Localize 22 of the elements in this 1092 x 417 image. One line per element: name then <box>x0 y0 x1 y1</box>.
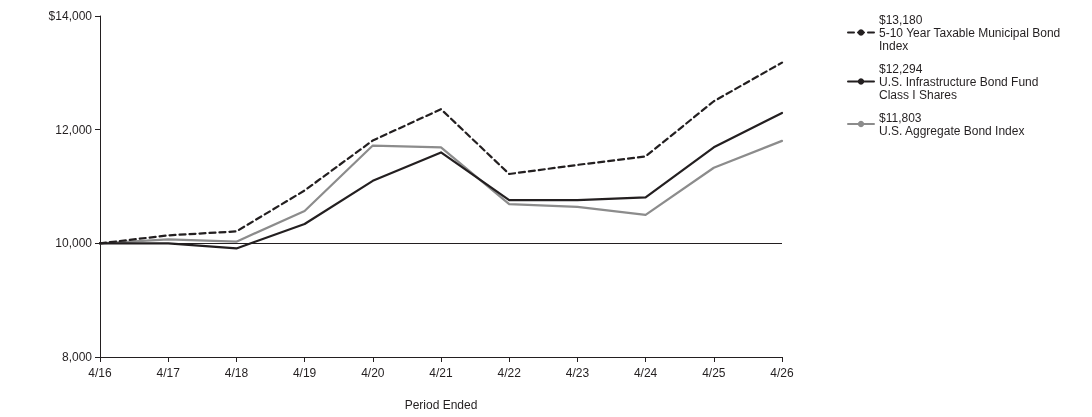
y-tick-label: 12,000 <box>55 122 93 137</box>
x-axis-title: Period Ended <box>404 398 478 412</box>
text: $13,180 <box>879 12 923 27</box>
x-tick-label: 4/16 <box>88 366 112 380</box>
x-tick-label: 4/21 <box>429 366 453 380</box>
x-tick-label: 4/22 <box>497 366 522 380</box>
x-tick-label: 4/20 <box>361 366 385 380</box>
x-tick-label: 4/25 <box>702 366 726 380</box>
x-tick-label: 4/19 <box>292 366 317 380</box>
x-tick-label: 4/24 <box>633 366 658 380</box>
y-tick-label: $14,000 <box>48 9 93 23</box>
y-tick-label: 10,000 <box>55 236 93 251</box>
x-tick-label: 4/23 <box>565 366 590 380</box>
text: $11,803 <box>879 110 922 125</box>
legend-label: 5-10 Year Taxable Municipal Bond Index <box>879 25 1064 53</box>
legend-label: U.S. Aggregate Bond Index <box>879 123 1025 138</box>
x-tick-label: 4/17 <box>156 366 181 380</box>
x-tick-label: 4/18 <box>224 366 249 380</box>
text: $12,294 <box>879 61 923 76</box>
x-tick-label: 4/26 <box>770 366 794 380</box>
legend-label: U.S. Infrastructure Bond Fund Class I Shares <box>879 74 1042 102</box>
y-tick-label: 8,000 <box>61 350 93 364</box>
